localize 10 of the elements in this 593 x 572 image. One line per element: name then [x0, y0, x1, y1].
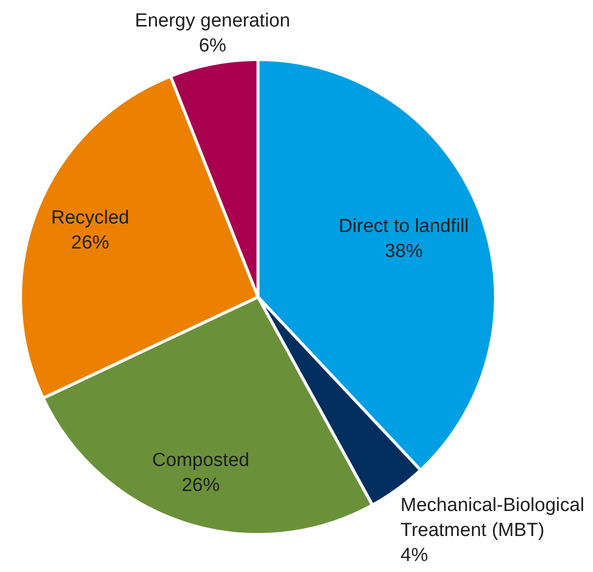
slice-label: Recycled [51, 207, 130, 228]
slice-label: Energy generation [134, 10, 290, 32]
slice-label: Composted [152, 450, 250, 471]
data-label: 38% [384, 241, 423, 262]
data-label: 4% [400, 544, 428, 566]
data-label: 6% [198, 36, 226, 57]
data-label: 26% [71, 232, 110, 254]
slice-label: Mechanical-Biological Treatment (MBT) [400, 494, 584, 541]
slice-label: Direct to landfill [338, 216, 469, 238]
data-label: 26% [182, 474, 220, 496]
